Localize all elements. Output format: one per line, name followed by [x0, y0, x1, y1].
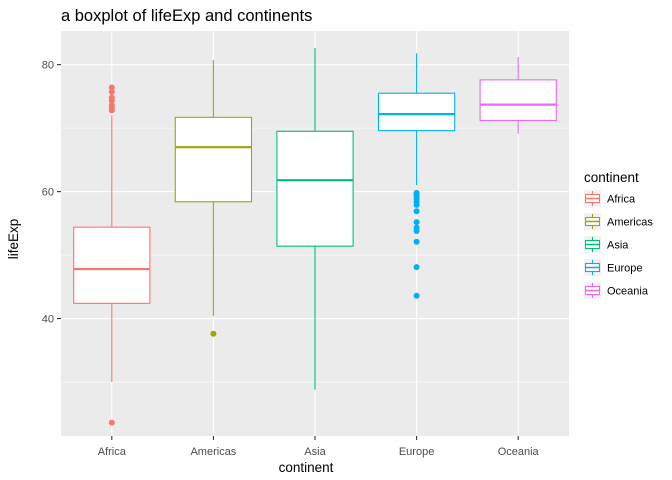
box-oceania: [479, 57, 557, 134]
outlier-point: [413, 292, 420, 299]
chart-title: a boxplot of lifeExp and continents: [61, 7, 312, 25]
outlier-point: [413, 189, 420, 196]
outlier-point: [108, 84, 115, 91]
legend-item-americas: Americas: [584, 213, 653, 230]
x-tick-label: Americas: [190, 446, 236, 458]
legend: continent Africa Americas Asia Europe Oceani…: [584, 170, 653, 299]
y-tick-label: 40: [42, 314, 54, 326]
box-iqr: [479, 79, 557, 122]
legend-label: Africa: [607, 194, 636, 206]
legend-item-asia: Asia: [584, 236, 629, 253]
boxes-layer: [73, 48, 557, 426]
y-axis-ticks: 40 60 80: [42, 60, 61, 326]
outlier-point: [413, 208, 420, 215]
x-tick-label: Europe: [399, 446, 434, 458]
y-axis-title: lifeExp: [6, 219, 21, 260]
outlier-point: [413, 224, 420, 231]
box-iqr: [174, 116, 253, 203]
legend-label: Americas: [607, 217, 653, 229]
box-iqr: [276, 130, 354, 247]
box-europe: [377, 53, 456, 299]
y-tick-label: 80: [42, 60, 54, 72]
box-iqr: [377, 92, 456, 132]
legend-label: Oceania: [607, 286, 649, 298]
outlier-point: [108, 102, 115, 109]
x-tick-label: Asia: [304, 446, 326, 458]
box-asia: [276, 48, 354, 390]
legend-label: Europe: [607, 263, 642, 275]
legend-items: Africa Americas Asia Europe Oceania: [584, 190, 653, 299]
outlier-point: [108, 419, 115, 426]
x-axis-ticks: Africa Americas Asia Europe Oceania: [98, 436, 540, 458]
outlier-point: [413, 219, 420, 226]
outlier-point: [210, 330, 217, 337]
legend-item-europe: Europe: [584, 259, 642, 276]
y-tick-label: 60: [42, 187, 54, 199]
outlier-point: [413, 264, 420, 271]
legend-label: Asia: [607, 240, 629, 252]
outlier-point: [108, 94, 115, 101]
legend-item-africa: Africa: [584, 190, 636, 207]
x-tick-label: Oceania: [498, 446, 540, 458]
legend-item-oceania: Oceania: [584, 282, 649, 299]
outlier-point: [413, 238, 420, 245]
box-americas: [174, 60, 253, 337]
legend-title: continent: [584, 170, 639, 185]
x-tick-label: Africa: [98, 446, 127, 458]
x-axis-title: continent: [279, 460, 334, 475]
outlier-point: [108, 88, 115, 95]
box-africa: [73, 84, 151, 426]
box-iqr: [73, 226, 151, 304]
